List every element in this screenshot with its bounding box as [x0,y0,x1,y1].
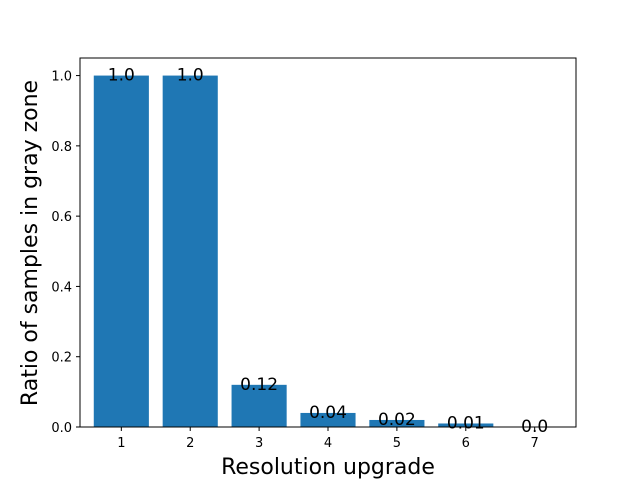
y-axis-title: Ratio of samples in gray zone [18,80,43,406]
data-labels-group: 1.0 1.00.120.04 0.02 0.01 0.0 [108,66,548,437]
data-label-6: 0.01 [447,413,485,433]
bar-6 [438,423,494,427]
data-label-1: 1.0 [108,66,135,86]
data-label-4: 0.04 [309,403,347,423]
plot-frame [79,57,577,428]
y-tick-label-0.6: 0.6 [51,210,72,225]
data-label-2: 1.0 [177,66,204,86]
y-tick-label-0.4: 0.4 [51,280,72,295]
x-axis-title: Resolution upgrade [221,455,435,480]
y-tick-label-0.2: 0.2 [51,351,72,366]
bars-group [93,75,494,428]
x-tick-label-7: 7 [531,436,539,451]
x-tick-label-1: 1 [117,436,125,451]
y-tick-label-1.0: 1.0 [51,70,72,85]
x-tick-label-6: 6 [462,436,470,451]
x-tick-label-4: 4 [324,436,332,451]
bar-3 [231,384,287,427]
x-tick-label-2: 2 [186,436,194,451]
data-label-5: 0.02 [378,410,416,430]
bar-4 [300,412,356,427]
bar-1 [93,75,149,428]
data-label-3: 0.12 [240,375,278,395]
y-tick-label-0.0: 0.0 [51,421,72,436]
x-tick-label-5: 5 [393,436,401,451]
bar-5 [369,419,425,427]
bar-2 [162,75,218,428]
x-tick-label-3: 3 [255,436,263,451]
y-tick-label-0.8: 0.8 [51,140,72,155]
axes-group: 1 2 3 4 5 6 7 0.0 0.2 0.4 0.6 0.8 1.0 [51,57,577,451]
